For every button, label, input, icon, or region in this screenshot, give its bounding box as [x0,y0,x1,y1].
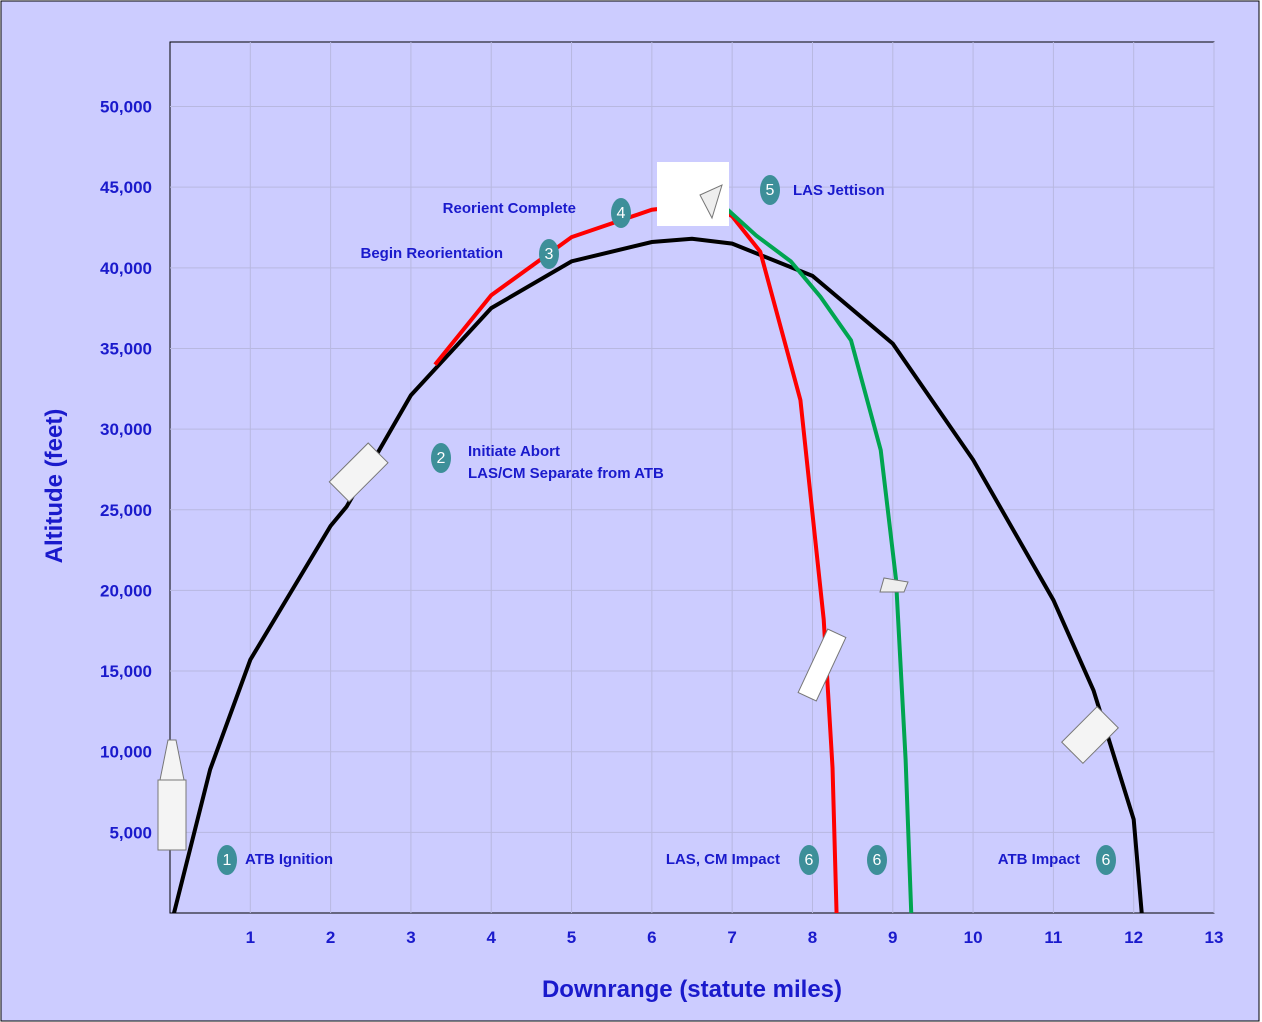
trajectory-line [172,236,1144,914]
badge [867,845,887,875]
trajectory-line [722,205,914,914]
badge-number: 6 [1102,852,1111,869]
badge-number: 3 [545,246,554,263]
x-tick-label: 6 [647,928,656,947]
badge [760,175,780,205]
x-tick-label: 4 [486,928,496,947]
badge-number: 5 [766,182,775,199]
y-tick-label: 10,000 [100,743,152,762]
x-tick-label: 11 [1044,928,1062,947]
x-tick-label: 5 [567,928,576,947]
annotation: ATB Ignition [245,851,333,868]
x-axis-label: Downrange (statute miles) [542,976,842,1003]
y-tick-label: 50,000 [100,98,152,117]
y-tick-label: 5,000 [109,823,152,842]
x-tick-label: 1 [246,928,255,947]
y-tick-label: 45,000 [100,178,152,197]
y-axis-label: Altitude (feet) [41,409,68,564]
x-tick-label: 8 [808,928,817,947]
badge-number: 2 [437,450,446,467]
x-tick-label: 13 [1205,928,1224,947]
y-tick-label: 20,000 [100,581,152,600]
badge [799,845,819,875]
annotation: Initiate Abort [468,443,560,460]
y-tick-label: 15,000 [100,662,152,681]
badge-number: 6 [805,852,814,869]
annotation: Begin Reorientation [360,245,503,262]
badge [611,198,631,228]
vehicle-icons [157,162,1119,851]
badge [1096,845,1116,875]
badge [217,845,237,875]
badge-number: 1 [223,852,232,869]
annotation: LAS/CM Separate from ATB [468,465,664,482]
x-tick-label: 7 [727,928,736,947]
x-tick-label: 10 [964,928,983,947]
annotation: LAS Jettison [793,182,885,199]
x-tick-label: 2 [326,928,335,947]
x-tick-label: 9 [888,928,897,947]
badge-number: 6 [873,852,882,869]
annotation: Reorient Complete [443,200,576,217]
badge [431,443,451,473]
x-tick-label: 12 [1124,928,1143,947]
y-tick-label: 40,000 [100,259,152,278]
annotation: ATB Impact [998,851,1080,868]
annotation: LAS, CM Impact [666,851,780,868]
x-tick-label: 3 [406,928,415,947]
y-tick-label: 25,000 [100,501,152,520]
y-tick-label: 35,000 [100,339,152,358]
y-tick-label: 30,000 [100,420,152,439]
badge-number: 4 [617,205,626,222]
badge [539,239,559,269]
